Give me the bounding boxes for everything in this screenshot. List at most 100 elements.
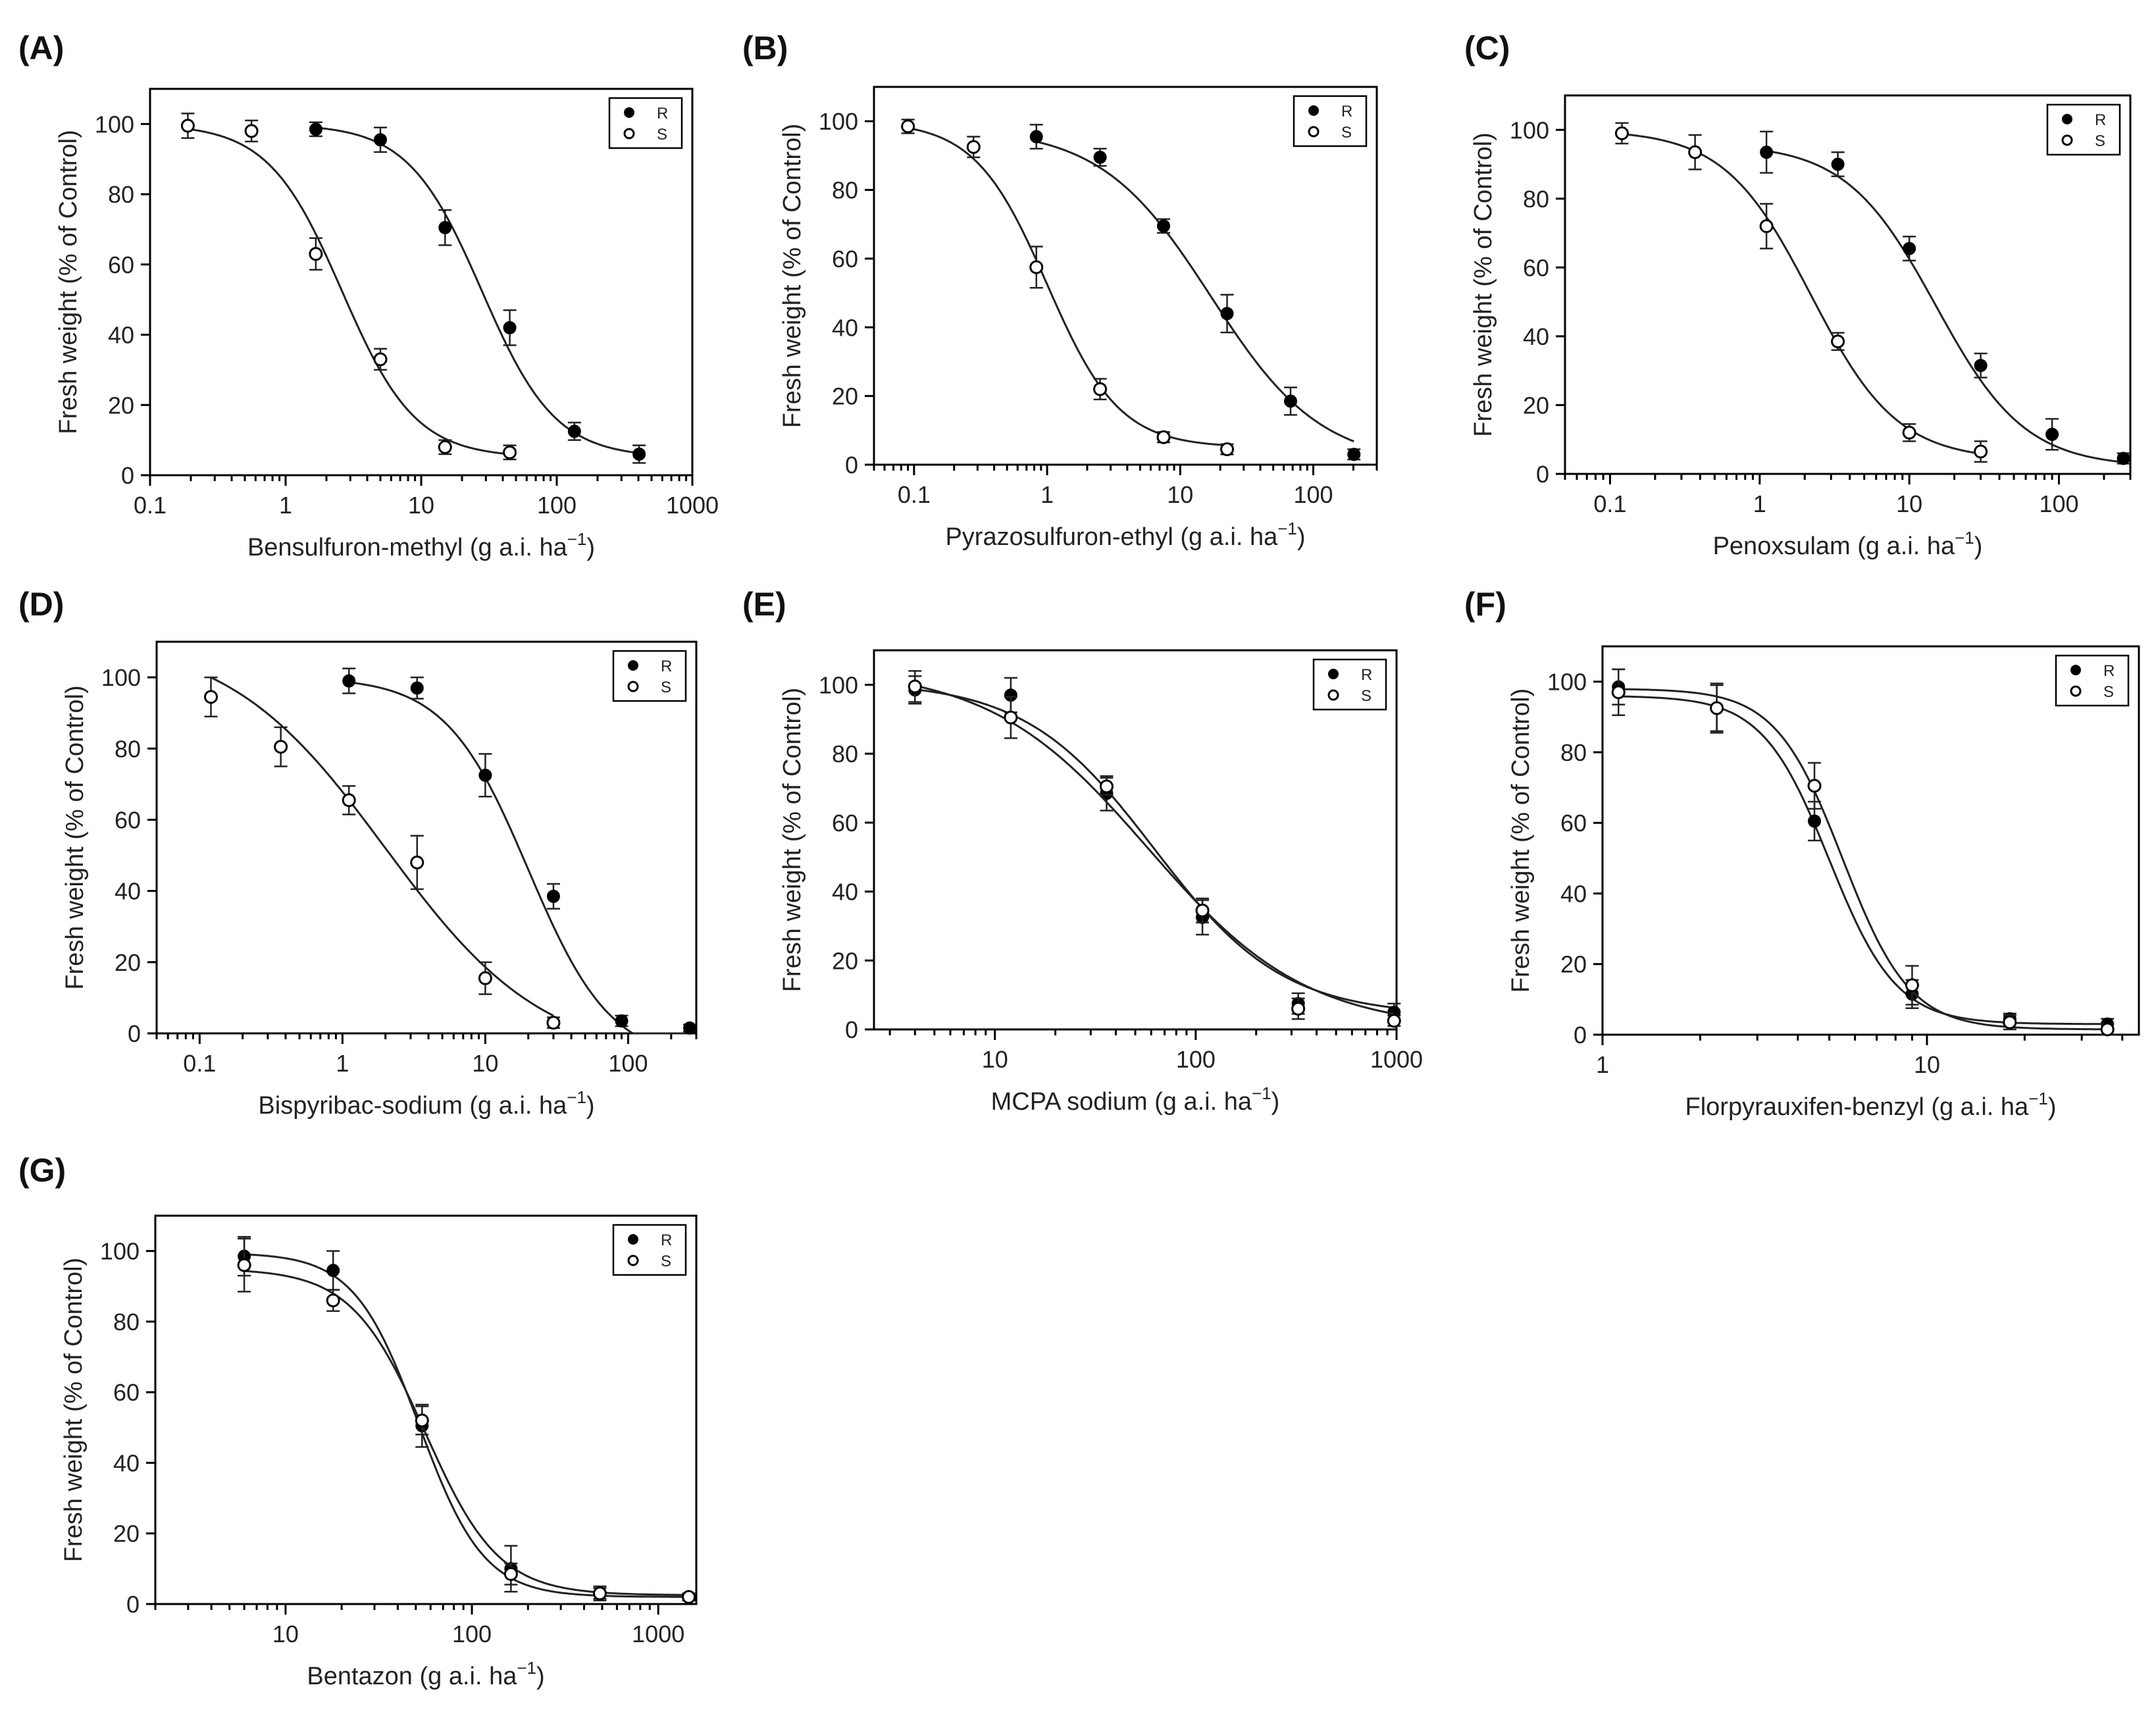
legend: RS (612, 1224, 687, 1276)
x-axis-title-main: Florpyrauxifen-benzyl (g a.i. ha (1685, 1093, 2030, 1121)
y-tick-label: 20 (1523, 392, 1549, 419)
x-tick-label: 100 (537, 492, 577, 519)
legend-box (612, 650, 687, 702)
x-axis-title-close: ) (1974, 532, 1983, 560)
data-point-R (1029, 130, 1043, 143)
y-axis-title: Fresh weight (% of Control) (61, 685, 89, 990)
y-tick-label: 60 (1560, 810, 1587, 837)
data-point-R (683, 1021, 697, 1035)
y-tick-label: 100 (101, 664, 141, 691)
x-tick-label: 0.1 (1593, 490, 1626, 517)
y-tick-label: 0 (845, 452, 858, 479)
data-point-R (1347, 448, 1361, 461)
panel-letter: (G) (18, 1152, 66, 1189)
x-tick-label: 100 (608, 1050, 648, 1077)
legend-label-S: S (657, 126, 667, 143)
data-point-S (1004, 710, 1018, 725)
x-axis-title-superscript: −1 (2028, 1089, 2048, 1108)
data-point-S (274, 740, 288, 754)
x-tick-label: 10 (472, 1050, 498, 1077)
data-point-R (2117, 452, 2130, 465)
y-tick-label: 100 (1510, 117, 1549, 143)
y-tick-label: 100 (1547, 669, 1587, 696)
data-point-R (410, 681, 424, 695)
fit-curve-S (188, 128, 510, 455)
x-tick-label: 10 (1896, 490, 1922, 517)
data-point-S (1974, 444, 1988, 459)
x-axis-title: Bensulfuron-methyl (g a.i. ha−1) (247, 529, 595, 561)
data-point-R (1760, 145, 1774, 159)
data-point-S (682, 1590, 696, 1604)
legend-marker-R (2062, 114, 2072, 124)
legend: RS (1293, 95, 1368, 147)
y-tick-label: 20 (115, 949, 141, 976)
legend-label-R: R (661, 1231, 672, 1249)
data-point-R (1157, 219, 1171, 233)
x-tick-label: 0.1 (183, 1050, 216, 1077)
x-axis-title-main: Bensulfuron-methyl (g a.i. ha (247, 534, 568, 561)
x-axis-title-main: MCPA sodium (g a.i. ha (991, 1088, 1252, 1116)
y-tick-label: 80 (113, 1308, 140, 1335)
legend: RS (608, 97, 683, 149)
legend-label-S: S (2103, 683, 2114, 701)
fit-curve-S (908, 127, 1227, 446)
data-point-S (309, 247, 323, 261)
data-point-R (615, 1014, 629, 1028)
chart-panel-d: (D) 0 20 40 60 80 100 0.1 1 10 100 Fresh weight (% … (18, 586, 698, 1120)
data-point-S (546, 1016, 561, 1030)
fit-curve-S (244, 1270, 689, 1596)
chart-panel-a: (A) 0 20 40 60 80 100 0.1 1 10 100 1000 Fresh weight… (18, 30, 719, 561)
y-tick-label: 40 (115, 878, 141, 905)
data-point-S (180, 118, 195, 133)
legend: RS (2055, 654, 2130, 707)
data-point-S (1759, 219, 1774, 234)
y-tick-label: 100 (95, 111, 134, 138)
x-tick-label: 1 (1040, 481, 1054, 508)
fit-curve-S (914, 685, 1395, 1015)
chart-panel-g: (G) 0 20 40 60 80 100 10 100 1000 Fresh weight (% … (18, 1152, 698, 1690)
plot-frame (155, 640, 698, 1035)
fit-curve-S (1622, 133, 1981, 455)
x-tick-label: 1 (336, 1050, 349, 1077)
fit-curve-R (315, 126, 640, 454)
legend-marker-S (1308, 126, 1320, 138)
y-tick-label: 20 (832, 383, 858, 410)
x-axis-title-superscript: −1 (567, 1087, 586, 1107)
x-tick-label: 100 (2039, 490, 2078, 517)
y-tick-label: 80 (115, 735, 141, 762)
chart-panel-e: (E) 0 20 40 60 80 100 10 100 1000 Fresh weight (% … (742, 586, 1423, 1116)
data-point-R (373, 133, 387, 147)
data-point-R (326, 1264, 340, 1278)
data-point-S (1902, 425, 1916, 440)
y-tick-label: 0 (126, 1591, 140, 1618)
legend-label-R: R (1341, 103, 1352, 120)
x-axis-title-superscript: −1 (567, 529, 587, 549)
data-point-S (478, 971, 492, 985)
legend-label-S: S (2095, 132, 2105, 150)
y-tick-label: 40 (832, 314, 858, 341)
legend-box (612, 1224, 687, 1276)
y-tick-label: 0 (121, 462, 134, 489)
x-axis-title: Florpyrauxifen-benzyl (g a.i. ha−1) (1685, 1089, 2057, 1121)
x-tick-label: 1 (1753, 490, 1766, 517)
x-axis-title: MCPA sodium (g a.i. ha−1) (991, 1083, 1280, 1116)
x-axis-title: Bentazon (g a.i. ha−1) (307, 1658, 544, 1690)
x-tick-label: 10 (272, 1620, 299, 1647)
y-axis-title: Fresh weight (% of Control) (55, 130, 82, 434)
panel-letter: (B) (742, 30, 788, 66)
x-tick-label: 10 (982, 1046, 1008, 1073)
chart-panel-b: (B) 0 20 40 60 80 100 0.1 1 10 100 Fresh weight (% … (742, 30, 1378, 551)
fit-curve-R (349, 681, 690, 1035)
data-point-S (1220, 442, 1235, 457)
data-point-S (1156, 430, 1171, 444)
data-point-R (1808, 814, 1822, 828)
x-tick-label: 1 (1596, 1051, 1609, 1078)
y-tick-label: 0 (845, 1016, 858, 1043)
legend-label-S: S (661, 1253, 671, 1270)
legend-box (608, 97, 683, 149)
data-point-S (204, 690, 218, 704)
x-axis-title-close: ) (586, 534, 595, 561)
panel-letter: (A) (18, 30, 64, 66)
chart-panel-f: (F) 0 20 40 60 80 100 1 10 Fresh weight (% of Con… (1464, 586, 2140, 1121)
